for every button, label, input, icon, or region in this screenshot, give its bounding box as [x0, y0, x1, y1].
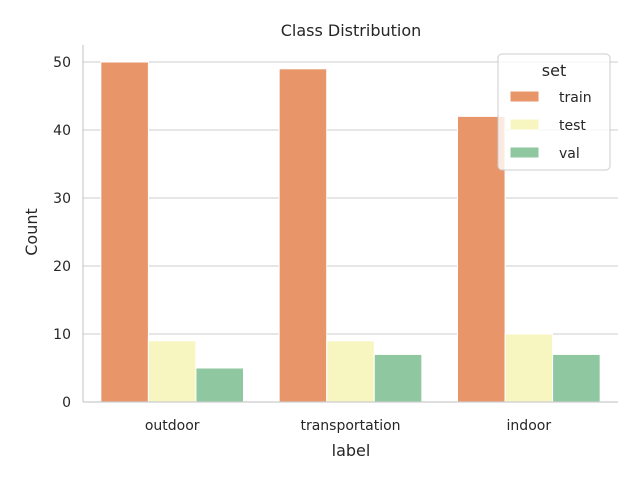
legend-items: train test val — [509, 90, 592, 162]
bar-train-outdoor — [100, 61, 149, 403]
legend-label-val: val — [559, 146, 580, 162]
bar-layer — [100, 61, 601, 403]
y-tick-label: 10 — [53, 327, 71, 343]
y-tick-label: 0 — [62, 395, 71, 411]
x-tick-label: indoor — [507, 418, 552, 434]
x-tick-label: outdoor — [145, 418, 200, 434]
y-tick-label: 30 — [53, 191, 71, 207]
legend-label-train: train — [559, 90, 592, 106]
x-axis-label: label — [332, 441, 371, 460]
y-tick-label: 40 — [53, 123, 71, 139]
bar-val-transportation — [373, 353, 423, 403]
legend-swatch-train — [509, 90, 540, 103]
bar-test-indoor — [504, 333, 554, 403]
legend: set train test val — [497, 53, 611, 171]
y-tick-label: 20 — [53, 259, 71, 275]
legend-swatch-val — [509, 146, 540, 159]
legend-label-test: test — [559, 118, 586, 134]
bar-val-indoor — [552, 353, 601, 403]
axis-layer: 0 10 20 30 40 50 outdoor transportation indoor — [53, 45, 618, 434]
chart-title: Class Distribution — [281, 21, 422, 40]
bar-test-transportation — [326, 340, 375, 403]
bar-val-outdoor — [195, 367, 244, 403]
legend-frame — [497, 53, 611, 171]
y-tick-label: 50 — [53, 55, 71, 71]
x-tick-label: transportation — [300, 418, 400, 434]
legend-swatch-test — [509, 118, 540, 131]
bar-test-outdoor — [147, 340, 197, 403]
bar-train-transportation — [278, 68, 328, 403]
bar-train-indoor — [457, 115, 506, 403]
legend-title: set — [542, 61, 566, 80]
y-axis-label: Count — [22, 208, 41, 256]
